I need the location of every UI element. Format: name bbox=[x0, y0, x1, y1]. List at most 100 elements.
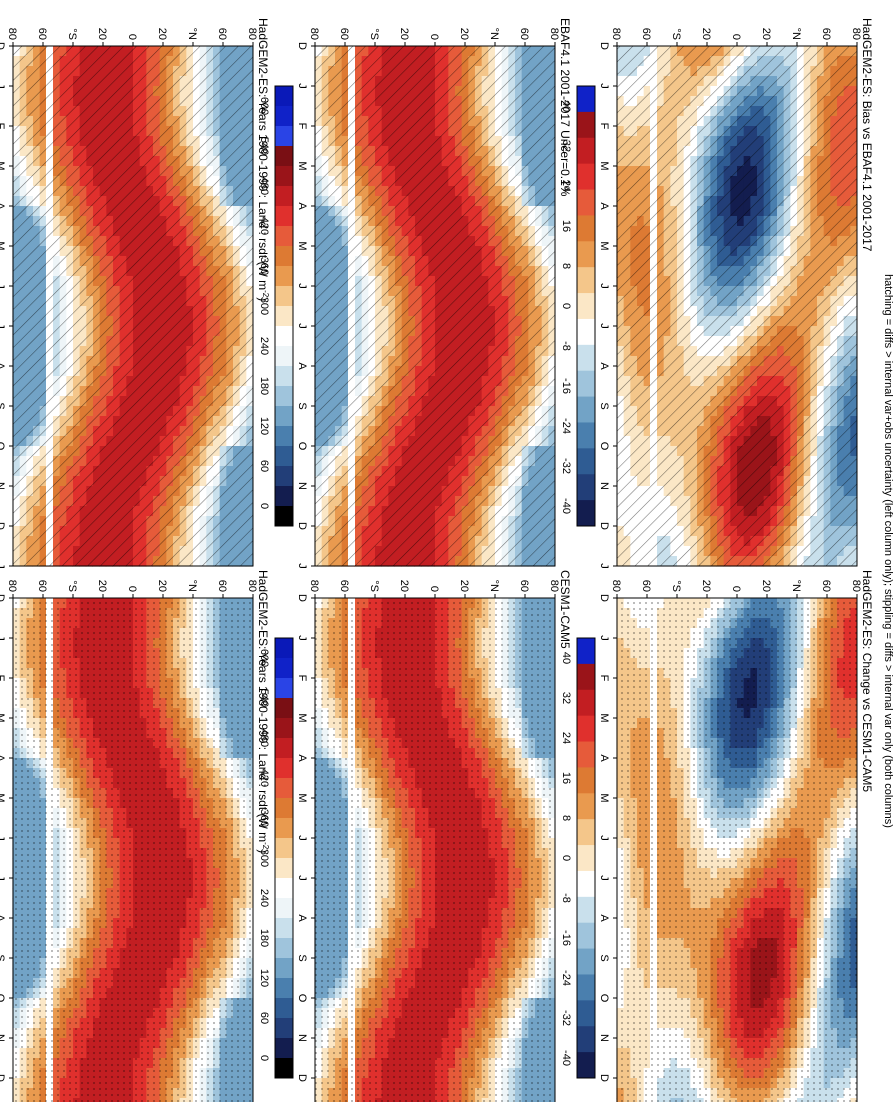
colorbar-label: 8 bbox=[560, 263, 572, 269]
x-tick-label: F bbox=[598, 123, 610, 130]
colorbar-swatch bbox=[577, 638, 595, 665]
x-tick-label: J bbox=[598, 635, 610, 641]
colorbar-label: -8 bbox=[560, 341, 572, 351]
x-tick-label: N bbox=[598, 1034, 610, 1042]
y-tick-label: 20 bbox=[760, 580, 772, 592]
y-tick-label: °S bbox=[670, 580, 682, 592]
x-tick-label: N bbox=[598, 482, 610, 490]
colorbar-swatch bbox=[577, 370, 595, 398]
stipple-overlay bbox=[617, 598, 857, 1102]
y-tick-label: 20 bbox=[700, 580, 712, 592]
colorbar-swatch bbox=[577, 189, 595, 216]
y-tick-label: 80 bbox=[610, 580, 622, 592]
colorbar-swatch bbox=[577, 896, 595, 924]
colorbar-label: -32 bbox=[560, 458, 572, 474]
colorbar-swatch bbox=[577, 793, 595, 820]
panel-title: EBAF4.1 2001-2017 Uncer=0.1% bbox=[558, 18, 572, 197]
colorbar-label: -16 bbox=[560, 378, 572, 394]
x-tick-label: A bbox=[598, 362, 610, 370]
x-tick-label: M bbox=[598, 713, 610, 722]
x-tick-label: O bbox=[598, 994, 610, 1003]
colorbar-swatch bbox=[577, 741, 595, 768]
colorbar-swatch bbox=[577, 845, 595, 872]
colorbar-swatch bbox=[577, 689, 595, 717]
x-tick-label: D bbox=[598, 42, 610, 50]
colorbar-label: -8 bbox=[560, 893, 572, 903]
colorbar-swatch bbox=[577, 86, 595, 113]
colorbar-label: -24 bbox=[560, 418, 572, 434]
x-tick-label: M bbox=[598, 161, 610, 170]
colorbar-label: 8 bbox=[560, 815, 572, 821]
x-tick-label: S bbox=[598, 402, 610, 409]
x-tick-label: J bbox=[598, 563, 610, 569]
y-tick-label: °N bbox=[790, 580, 802, 592]
panel-title: HadGEM2-ES: Bias vs EBAF4.1 2001-2017 bbox=[860, 18, 874, 252]
x-tick-label: A bbox=[598, 202, 610, 210]
colorbar-label: 16 bbox=[560, 220, 572, 232]
y-tick-label: 80 bbox=[850, 580, 862, 592]
colorbar-label: 16 bbox=[560, 772, 572, 784]
colorbar-label: -40 bbox=[560, 498, 572, 514]
y-tick-label: 20 bbox=[700, 28, 712, 40]
colorbar-label: -40 bbox=[560, 1050, 572, 1066]
x-tick-label: D bbox=[598, 1074, 610, 1082]
colorbar-swatch bbox=[577, 500, 595, 527]
x-tick-label: J bbox=[598, 283, 610, 289]
colorbar-swatch bbox=[577, 318, 595, 346]
colorbar-swatch bbox=[577, 663, 595, 691]
colorbar-swatch bbox=[577, 767, 595, 794]
y-tick-label: 60 bbox=[820, 580, 832, 592]
colorbar-swatch bbox=[577, 870, 595, 898]
y-tick-label: 60 bbox=[640, 28, 652, 40]
colorbar-label: 0 bbox=[560, 303, 572, 309]
x-tick-label: O bbox=[598, 442, 610, 451]
colorbar-swatch bbox=[577, 111, 595, 139]
colorbar-label: 24 bbox=[560, 732, 572, 744]
x-tick-label: F bbox=[598, 675, 610, 682]
x-tick-label: D bbox=[598, 594, 610, 602]
panel-change: HadGEM2-ES: Change vs CESM1-CAM5DJFMAMJJ… bbox=[560, 570, 874, 1102]
colorbar-swatch bbox=[577, 1000, 595, 1027]
colorbar-label: -32 bbox=[560, 1010, 572, 1026]
y-tick-label: °S bbox=[670, 28, 682, 40]
colorbar-swatch bbox=[577, 448, 595, 475]
x-tick-label: J bbox=[598, 323, 610, 329]
x-tick-label: J bbox=[598, 875, 610, 881]
colorbar-label: 40 bbox=[560, 652, 572, 664]
colorbar-label: -24 bbox=[560, 970, 572, 986]
y-tick-label: 0 bbox=[730, 34, 742, 40]
colorbar-swatch bbox=[577, 396, 595, 423]
y-tick-label: 20 bbox=[760, 28, 772, 40]
colorbar-swatch bbox=[577, 344, 595, 372]
colorbar-swatch bbox=[577, 137, 595, 165]
y-tick-label: 60 bbox=[640, 580, 652, 592]
colorbar-swatch bbox=[577, 974, 595, 1001]
x-tick-label: A bbox=[598, 914, 610, 922]
hatch-overlay bbox=[617, 46, 857, 566]
colorbar-swatch bbox=[577, 293, 595, 320]
x-tick-label: J bbox=[598, 83, 610, 89]
colorbar-swatch bbox=[577, 241, 595, 268]
y-tick-label: 60 bbox=[820, 28, 832, 40]
colorbar-label: -16 bbox=[560, 930, 572, 946]
panel-bias: HadGEM2-ES: Bias vs EBAF4.1 2001-2017 D J F… bbox=[560, 18, 874, 569]
y-tick-label: 80 bbox=[850, 28, 862, 40]
colorbar-swatch bbox=[577, 422, 595, 449]
colorbar-swatch bbox=[577, 948, 595, 975]
colorbar-label: 32 bbox=[560, 692, 572, 704]
x-tick-label: D bbox=[598, 522, 610, 530]
x-tick-label: A bbox=[598, 754, 610, 762]
x-tick-label: M bbox=[598, 241, 610, 250]
x-tick-label: S bbox=[598, 954, 610, 961]
colorbar-swatch bbox=[577, 163, 595, 191]
panel-obs: EBAF4.1 2001-2017 Uncer=0.1%DJFMAMJJASON… bbox=[258, 18, 572, 569]
colorbar-label: 0 bbox=[560, 855, 572, 861]
colorbar-swatch bbox=[577, 267, 595, 294]
panel-title: HadGEM2-ES: Change vs CESM1-CAM5 bbox=[860, 570, 874, 792]
colorbar-swatch bbox=[577, 819, 595, 846]
x-tick-label: M bbox=[598, 793, 610, 802]
colorbar-swatch bbox=[577, 474, 595, 501]
y-tick-label: 0 bbox=[730, 586, 742, 592]
colorbar-swatch bbox=[577, 1026, 595, 1053]
